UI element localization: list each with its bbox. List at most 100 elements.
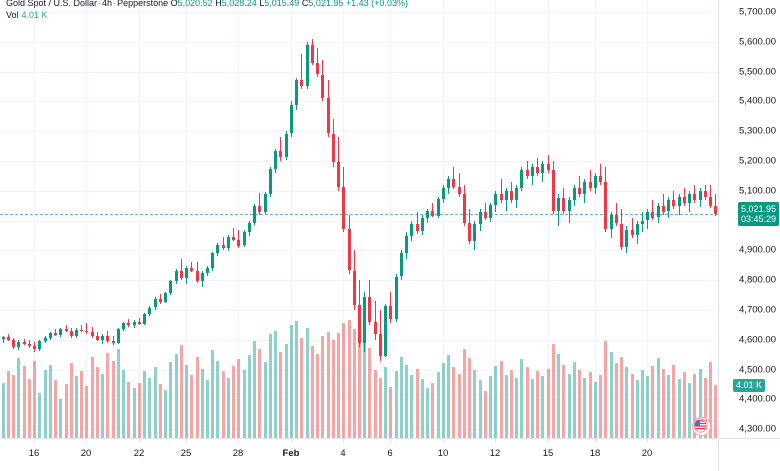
time-tick-mark — [86, 439, 87, 443]
volume-bar — [367, 347, 371, 438]
volume-bar — [58, 398, 62, 438]
grid-line-horizontal — [0, 101, 718, 103]
candle-wick — [259, 193, 260, 215]
volume-bar — [577, 369, 581, 438]
candle-body — [357, 305, 361, 344]
volume-bar — [200, 368, 204, 438]
candle-body — [310, 45, 314, 63]
candle-body — [457, 187, 461, 194]
candle-wick — [223, 236, 224, 251]
candle-body — [116, 328, 120, 344]
time-tick-label: 12 — [489, 448, 501, 459]
candle-body — [692, 193, 696, 200]
candle-body — [74, 329, 78, 336]
candle-body — [509, 190, 513, 200]
candle-body — [535, 166, 539, 173]
candle-body — [215, 244, 219, 254]
volume-bar — [493, 365, 497, 438]
volume-bar — [53, 380, 57, 438]
candle-body — [69, 331, 73, 336]
volume-bar — [425, 388, 429, 438]
candle-body — [540, 163, 544, 173]
volume-bar — [420, 379, 424, 438]
volume-bar — [540, 376, 544, 438]
candle-wick — [301, 53, 302, 90]
candle-body — [687, 193, 691, 203]
volume-bar — [572, 362, 576, 438]
volume-bar — [221, 371, 225, 438]
candle-body — [100, 335, 104, 340]
candle-body — [446, 178, 450, 189]
candle-body — [53, 333, 57, 335]
time-axis[interactable]: 16 20 22 25 28 Feb 4 6 10 12 15 18 20 — [0, 438, 718, 471]
candle-body — [556, 197, 560, 212]
candle-body — [299, 80, 303, 86]
volume-bar — [236, 359, 240, 438]
price-tick-label: 4,600.00 — [739, 334, 776, 346]
candle-wick — [579, 175, 580, 197]
time-tick-label: 10 — [437, 448, 449, 459]
volume-bar — [184, 364, 188, 438]
candle-body — [441, 188, 445, 199]
volume-bar — [698, 368, 702, 438]
candle-body — [305, 45, 309, 86]
candle-body — [90, 331, 94, 337]
volume-bar — [179, 344, 183, 438]
candle-body — [184, 268, 188, 279]
candle-body — [478, 211, 482, 225]
candle-body — [530, 166, 534, 176]
volume-bar — [713, 385, 717, 438]
volume-bar — [305, 327, 309, 438]
volume-bar — [603, 341, 607, 438]
price-axis[interactable]: 5,021.95 03:45:29 4.01 K 5,700.00 5,600.0… — [718, 0, 780, 438]
candle-body — [16, 342, 20, 347]
volume-bar — [682, 372, 686, 438]
grid-line-vertical — [86, 0, 87, 438]
candle-wick — [66, 324, 67, 333]
volume-bar — [116, 348, 120, 438]
volume-bar — [666, 375, 670, 438]
time-tick-label: 18 — [589, 448, 601, 459]
candle-body — [105, 335, 109, 342]
volume-bar — [6, 371, 10, 438]
candle-body — [614, 214, 618, 224]
volume-bar — [446, 355, 450, 438]
volume-bar — [326, 331, 330, 438]
candle-wick — [652, 199, 653, 221]
candle-body — [147, 307, 151, 315]
candle-body — [247, 222, 251, 232]
volume-bar — [231, 365, 235, 438]
volume-bar — [153, 367, 157, 438]
candle-body — [126, 323, 130, 326]
volume-bar — [331, 339, 335, 438]
volume-bar — [95, 367, 99, 438]
candle-body — [519, 169, 523, 188]
candle-body — [278, 151, 282, 158]
volume-bar — [205, 380, 209, 438]
candle-body — [263, 193, 267, 213]
volume-bar — [635, 380, 639, 438]
candle-wick — [506, 187, 507, 212]
plot-area[interactable] — [0, 0, 718, 438]
candle-wick — [81, 324, 82, 332]
volume-bar — [16, 358, 20, 438]
candle-body — [137, 321, 141, 325]
us-flag-icon[interactable] — [692, 417, 711, 436]
candle-body — [399, 253, 403, 277]
candle-wick — [55, 328, 56, 336]
volume-bar — [525, 367, 529, 438]
candle-body — [677, 196, 681, 206]
candle-wick — [233, 227, 234, 242]
volume-bar — [430, 382, 434, 438]
candle-body — [645, 211, 649, 221]
volume-bar — [226, 377, 230, 438]
time-tick-label: 20 — [80, 448, 92, 459]
candle-body — [32, 345, 36, 350]
volume-bar — [252, 341, 256, 438]
candle-wick — [238, 230, 239, 248]
candle-wick — [537, 157, 538, 176]
grid-line-horizontal — [0, 160, 718, 162]
price-tick-label: 4,400.00 — [739, 393, 776, 405]
volume-bar — [488, 376, 492, 438]
